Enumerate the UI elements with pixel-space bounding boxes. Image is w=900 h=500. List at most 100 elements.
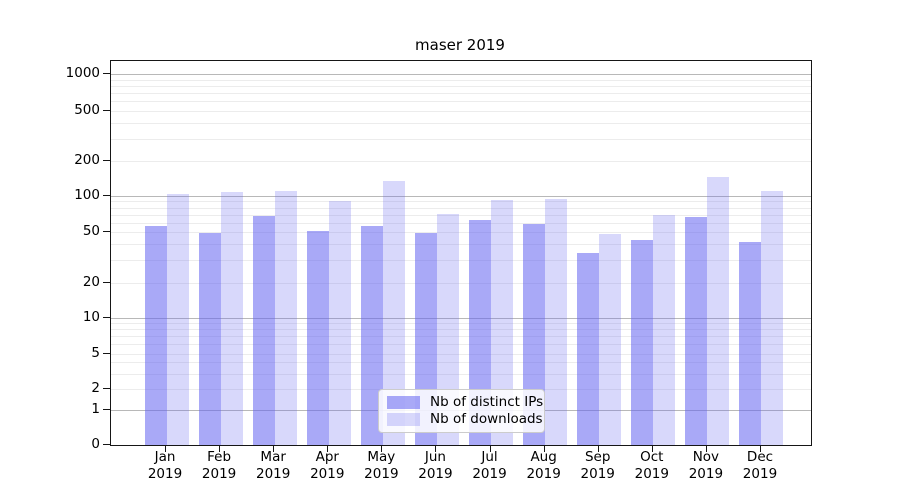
x-tick-year: 2019 [255,466,291,482]
gridline-minor [111,101,811,103]
legend-swatch-downloads [387,413,420,426]
gridline-minor [111,282,811,284]
bar-downloads-oct [653,214,676,445]
gridline-minor [111,123,811,125]
bar-downloads-nov [707,176,730,445]
x-tick-year: 2019 [688,466,724,482]
gridline-minor [111,336,811,338]
y-tick-label: 1 [91,401,100,418]
y-tick-mark [103,231,110,232]
x-tick-mark [597,445,599,452]
y-tick-label: 1000 [65,65,100,82]
x-tick-month: Jun [424,449,446,465]
bar-distinct-ips-apr [306,230,329,445]
x-tick-label: Sep 2019 [568,449,628,483]
x-tick-mark [759,445,761,452]
gridline-minor [111,329,811,331]
legend-label-downloads: Nb of downloads [430,411,543,427]
gridline-minor [111,260,811,262]
x-tick-month: Sep [584,449,611,465]
gridline-minor [111,353,811,355]
bar-downloads-feb [220,192,243,445]
x-tick-month: Jan [154,449,176,465]
x-tick-mark [489,445,491,452]
gridline-major [111,196,811,197]
bar-distinct-ips-nov [685,216,708,445]
gridline-minor [111,201,811,203]
gridline-minor [111,79,811,81]
y-tick-mark [103,160,110,161]
x-tick-mark [543,445,545,452]
x-tick-label: Jun 2019 [405,449,465,483]
bar-downloads-apr [328,200,351,445]
x-tick-label: Dec 2019 [730,449,790,483]
gridline-minor [111,244,811,246]
bar-downloads-mar [274,190,297,445]
y-tick-label: 10 [82,308,100,325]
y-tick-mark [103,444,110,445]
y-tick-label: 200 [74,152,100,168]
x-tick-mark [273,445,275,452]
y-tick-label: 500 [74,102,100,118]
x-tick-month: Oct [640,449,664,465]
y-tick-label: 50 [82,223,100,239]
y-tick-mark [103,281,110,283]
gridline-minor [111,214,811,216]
gridline-minor [111,93,811,95]
x-tick-label: Apr 2019 [297,449,357,483]
x-tick-mark [705,445,707,452]
bar-distinct-ips-oct [631,240,654,445]
x-tick-label: Nov 2019 [676,449,736,483]
bar-distinct-ips-jul [469,220,492,445]
bar-distinct-ips-may [360,226,383,445]
bar-distinct-ips-sep [577,253,600,445]
x-tick-year: 2019 [580,466,615,482]
x-tick-mark [219,445,221,452]
x-tick-year: 2019 [310,466,345,482]
x-tick-year: 2019 [526,466,561,482]
x-tick-month: Apr [315,449,339,465]
x-tick-month: Nov [692,449,720,465]
gridline-minor [111,323,811,325]
x-tick-mark [435,445,437,452]
x-tick-year: 2019 [418,466,453,482]
legend-swatch-distinct-ips [387,396,420,409]
gridline-minor [111,232,811,233]
legend-label-distinct-ips: Nb of distinct IPs [430,394,544,410]
bar-downloads-sep [599,234,622,445]
gridline-minor [111,86,811,88]
bar-downloads-jul [491,199,514,445]
x-tick-month: Aug [530,449,557,465]
gridline-minor [111,138,811,140]
y-tick-mark [103,110,110,111]
y-tick-label: 0 [91,436,100,452]
x-tick-year: 2019 [147,466,183,482]
y-tick-mark [103,352,110,354]
bar-downloads-may [382,181,405,445]
x-tick-year: 2019 [634,466,669,482]
x-tick-label: Feb 2019 [189,449,249,483]
x-tick-year: 2019 [201,466,237,482]
x-tick-year: 2019 [742,466,778,482]
x-tick-label: Oct 2019 [622,449,682,483]
x-tick-month: May [367,449,396,465]
legend-item-distinct-ips: Nb of distinct IPs [387,394,543,411]
y-tick-label: 5 [91,344,100,361]
x-tick-label: Jul 2019 [460,449,520,483]
gridline-minor [111,111,811,112]
gridline-minor [111,362,811,364]
x-tick-mark [165,445,166,452]
y-tick-mark [103,316,110,318]
x-tick-mark [651,445,653,452]
x-tick-year: 2019 [472,466,507,482]
y-tick-mark [103,73,110,75]
x-tick-label: May 2019 [351,449,411,483]
x-tick-month: Mar [260,449,286,465]
y-tick-label: 100 [74,187,100,203]
x-tick-month: Jul [481,449,498,465]
y-tick-mark [103,388,110,390]
legend: Nb of distinct IPs Nb of downloads [378,389,545,433]
x-tick-label: Mar 2019 [243,449,303,483]
gridline-minor [111,207,811,209]
